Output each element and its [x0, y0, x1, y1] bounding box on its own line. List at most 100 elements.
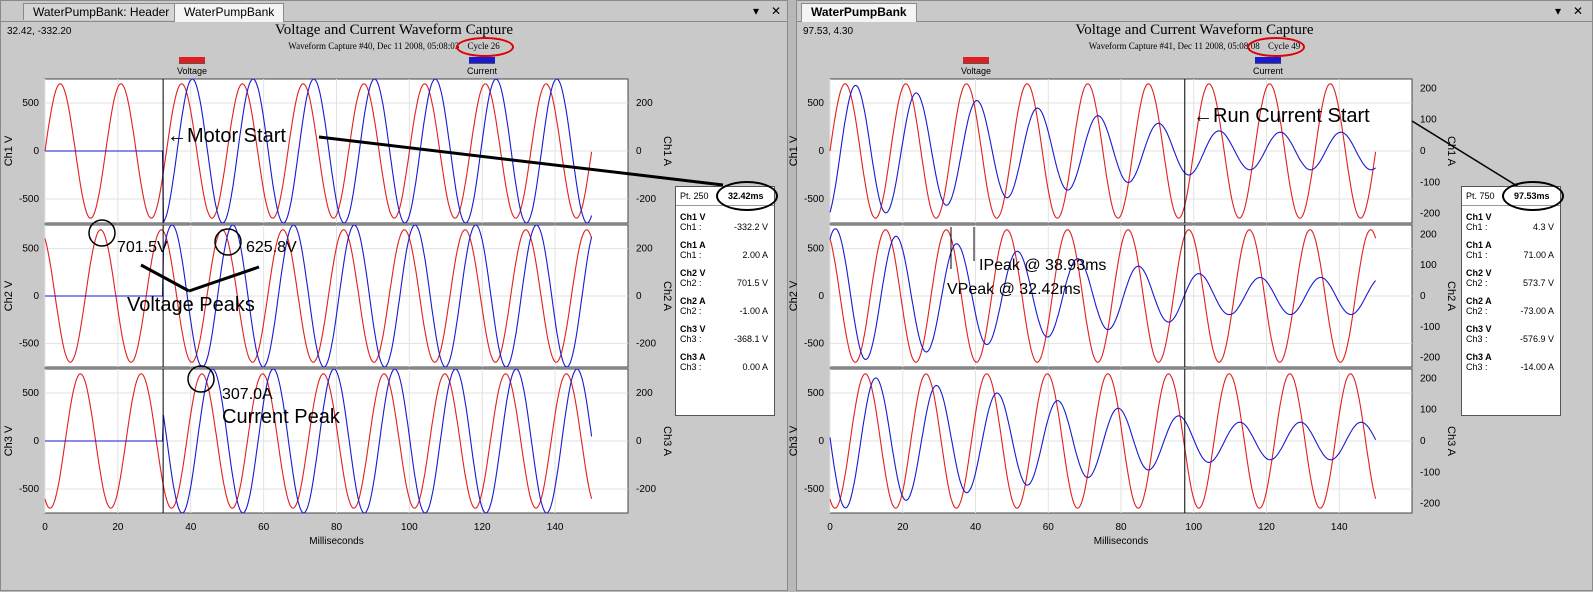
readout-value: 0.00 A [742, 362, 768, 372]
readout-row: Ch1 : -332.2 V [680, 222, 774, 234]
readout-channel-name: Ch3 A [1466, 352, 1492, 362]
current-series-line [45, 224, 593, 368]
tab-bar: WaterPumpBank: Header WaterPumpBank ▾ ✕ [1, 1, 787, 22]
readout-channel-name: Ch1 V [680, 212, 706, 222]
y-axis-label-right: Ch1 A [1445, 136, 1457, 167]
y-tick-label-right: 200 [1420, 373, 1437, 384]
y-tick-label-right: 200 [636, 98, 653, 109]
chart-title: Voltage and Current Waveform Capture [1075, 22, 1314, 38]
x-tick-label: 80 [331, 522, 343, 533]
y-tick-label-right: -200 [636, 338, 656, 349]
y-tick-label-right: 100 [1420, 115, 1437, 126]
y-tick-label-left: 500 [22, 388, 39, 399]
capture-info: Waveform Capture #40, Dec 11 2008, 05:08… [288, 41, 460, 51]
tab-waterpumpbank[interactable]: WaterPumpBank [174, 3, 285, 22]
readout-value: 4.3 V [1532, 222, 1554, 232]
readout-channel: Ch1 V Ch1 : -332.2 V [680, 212, 774, 234]
readout-channel: Ch1 A Ch1 : 2.00 A [680, 240, 774, 262]
y-tick-label-left: 500 [22, 244, 39, 255]
y-tick-label-right: 200 [636, 244, 653, 255]
y-axis-label-left: Ch3 V [3, 425, 15, 456]
y-tick-label-right: 0 [1420, 291, 1426, 302]
readout-channel: Ch1 V Ch1 : 4.3 V [1466, 212, 1560, 234]
readout-label: Ch3 : [680, 334, 702, 344]
x-tick-label: 80 [1115, 522, 1127, 533]
legend-current: Current [1248, 57, 1288, 76]
y-tick-label-right: 0 [1420, 436, 1426, 447]
legend-voltage: Voltage [172, 57, 212, 76]
peak1-highlight-circle [88, 219, 116, 247]
y-tick-label-right: -200 [1420, 353, 1440, 364]
readout-channel-name: Ch1 A [1466, 240, 1492, 250]
waveform-window-right: WaterPumpBank ▾ ✕ 97.53, 4.30 Voltage an… [788, 0, 1593, 592]
voltage-swatch [179, 57, 205, 64]
waveform-window-left: WaterPumpBank: Header WaterPumpBank ▾ ✕ … [0, 0, 788, 591]
y-tick-label-left: 500 [807, 388, 824, 399]
current-peak-annotation: Current Peak [222, 406, 340, 428]
current-swatch [469, 57, 495, 64]
readout-row: Ch1 : 2.00 A [680, 250, 774, 262]
legend-voltage-label: Voltage [960, 66, 992, 76]
readout-value: -368.1 V [733, 334, 768, 344]
x-axis-label: Milliseconds [309, 536, 363, 547]
y-tick-label-left: -500 [804, 194, 824, 205]
y-axis-label-right: Ch2 A [661, 281, 673, 312]
chevron-down-icon[interactable]: ▾ [753, 4, 760, 18]
readout-value: -576.9 V [1519, 334, 1554, 344]
readout-label: Ch2 : [1466, 306, 1488, 316]
y-tick-label-left: 500 [807, 244, 824, 255]
x-tick-label: 100 [1185, 522, 1202, 533]
y-axis-label-left: Ch3 V [788, 425, 800, 456]
readout-channel: Ch3 A Ch3 : 0.00 A [680, 352, 774, 374]
readout-channel-name: Ch2 V [1466, 268, 1492, 278]
readout-row: Ch2 : 701.5 V [680, 278, 774, 290]
cursor-coordinates: 97.53, 4.30 [803, 26, 854, 37]
y-tick-label-left: -500 [19, 194, 39, 205]
legend-current-label: Current [466, 66, 497, 76]
voltage-peaks-annotation: Voltage Peaks [127, 294, 255, 316]
close-icon[interactable]: ✕ [771, 4, 782, 18]
close-icon[interactable]: ✕ [1573, 4, 1584, 18]
y-axis-label-right: Ch2 A [1445, 281, 1457, 312]
legend-current-label: Current [1252, 66, 1283, 76]
voltage-peaks-pointer-2 [188, 265, 260, 293]
readout-channel-name: Ch1 V [1466, 212, 1492, 222]
y-axis-label-left: Ch2 V [3, 280, 15, 311]
tab-header[interactable]: WaterPumpBank: Header [23, 3, 180, 20]
y-tick-label-right: -200 [636, 194, 656, 205]
readout-value: -14.00 A [1520, 362, 1554, 372]
y-tick-label-right: 100 [1420, 405, 1437, 416]
y-tick-label-right: -100 [1420, 467, 1440, 478]
readout-value: 701.5 V [736, 278, 768, 288]
chevron-down-icon[interactable]: ▾ [1555, 4, 1562, 18]
y-tick-label-right: 200 [1420, 229, 1437, 240]
y-tick-label-right: 0 [636, 291, 642, 302]
x-tick-label: 140 [547, 522, 564, 533]
x-tick-label: 20 [112, 522, 124, 533]
y-tick-label-left: 0 [818, 146, 824, 157]
legend-current: Current [462, 57, 502, 76]
current-swatch [1255, 57, 1281, 64]
chart-title: Voltage and Current Waveform Capture [274, 22, 514, 38]
readout-channel-name: Ch3 A [680, 352, 706, 362]
cursor-point: Pt. 250 [680, 191, 709, 201]
current-value-annotation: 307.0A [222, 386, 273, 403]
voltage-series-line [829, 373, 1377, 509]
run-current-start-annotation: ←Run Current Start [1193, 105, 1370, 127]
y-axis-label-right: Ch3 A [1445, 426, 1457, 457]
readout-row: Ch1 : 71.00 A [1466, 250, 1560, 262]
cursor-time-highlight-ring [716, 181, 778, 211]
readout-row: Ch2 : -1.00 A [680, 306, 774, 318]
x-axis-label: Milliseconds [1094, 536, 1148, 547]
voltage-series-line [829, 229, 1377, 363]
x-tick-label: 60 [1043, 522, 1055, 533]
voltage-series-line [829, 83, 1377, 219]
x-tick-label: 140 [1331, 522, 1348, 533]
x-tick-label: 0 [827, 522, 833, 533]
cursor-readout-panel: Pt. 750 97.53ms Ch1 V Ch1 :4.3 V Ch1 A Ch1 … [1461, 181, 1564, 416]
tab-waterpumpbank[interactable]: WaterPumpBank [801, 3, 917, 22]
y-tick-label-right: 200 [636, 388, 653, 399]
